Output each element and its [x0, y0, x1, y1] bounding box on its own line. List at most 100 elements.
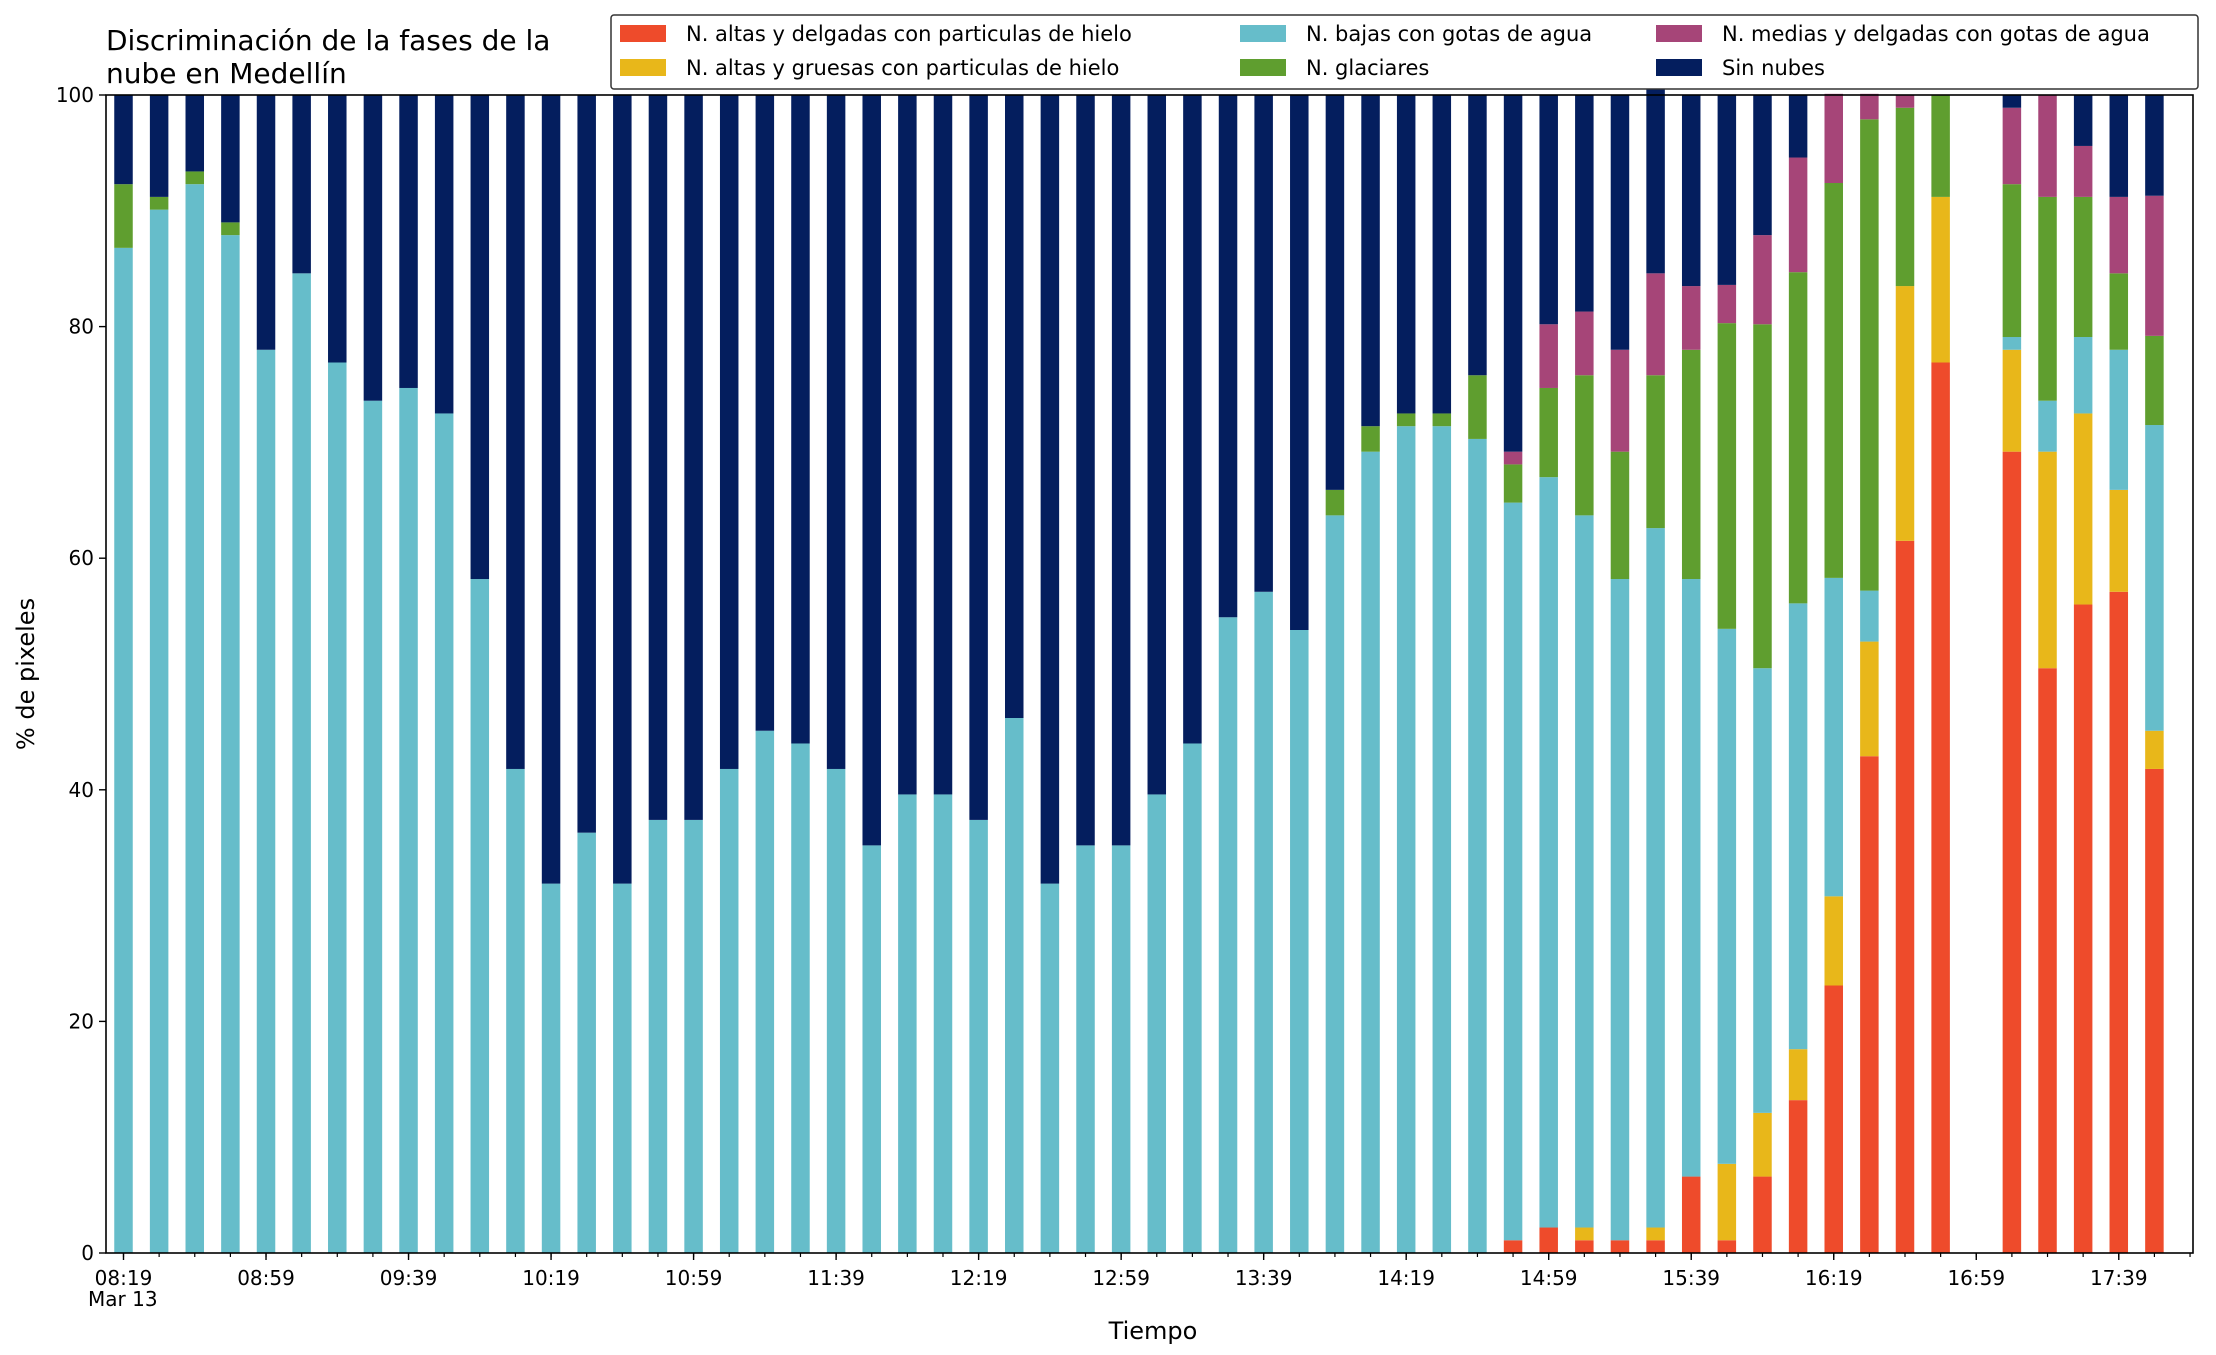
bar-segment: [1575, 1227, 1594, 1241]
bar-segment: [2109, 349, 2129, 490]
bar-segment: [862, 845, 881, 1253]
bar-segment: [1468, 438, 1487, 1253]
bar-segment: [1646, 1240, 1665, 1253]
y-tick-label: 20: [69, 1009, 94, 1033]
bar-segment: [2002, 451, 2022, 1253]
legend-box: [610, 14, 2199, 90]
bar-segment: [1895, 95, 1915, 108]
legend-swatch: [1240, 25, 1286, 42]
bar-segment: [149, 95, 169, 197]
bar-segment: [2109, 591, 2129, 1253]
bar-segment: [719, 95, 739, 769]
bar-segment: [1290, 630, 1309, 1253]
bar-segment: [1218, 95, 1238, 618]
bar-segment: [933, 95, 953, 795]
y-axis-label: % de pixeles: [12, 598, 40, 750]
bar-segment: [185, 95, 205, 172]
bar-segment: [1753, 1176, 1772, 1253]
bar-segment: [1610, 349, 1630, 452]
bar-segment: [506, 95, 525, 769]
bar-segment: [1788, 95, 1808, 158]
bar-segment: [2145, 425, 2164, 731]
bar-segment: [1005, 718, 1024, 1253]
bar-segment: [1717, 284, 1737, 324]
bar-segment: [684, 819, 703, 1253]
bar-segment: [1895, 107, 1915, 287]
x-axis-date-label: Mar 13: [88, 1287, 158, 1311]
bar-segment: [1681, 95, 1701, 287]
bar-segment: [363, 400, 383, 1254]
legend-label: N. medias y delgadas con gotas de agua: [1722, 22, 2150, 46]
bar-segment: [1503, 1240, 1523, 1253]
bar-segment: [114, 95, 133, 185]
x-tick-label: 10:59: [665, 1266, 723, 1290]
y-tick-label: 80: [69, 315, 94, 339]
bar-segment: [862, 95, 881, 846]
bar-segment: [1575, 375, 1594, 516]
bar-segment: [1717, 628, 1737, 1164]
bar-segment: [1575, 311, 1594, 376]
bar-segment: [2073, 95, 2093, 146]
bar-segment: [1325, 489, 1345, 516]
bar-segment: [1753, 1112, 1772, 1177]
bar-segment: [1539, 1227, 1558, 1253]
bar-segment: [1860, 119, 1879, 591]
bar-segment: [755, 95, 775, 731]
bar-segment: [1468, 375, 1487, 439]
bar-segment: [1646, 82, 1665, 274]
x-tick-label: 08:59: [237, 1266, 295, 1290]
bar-segment: [1147, 95, 1167, 795]
bar-segment: [2109, 95, 2129, 197]
bar-segment: [2038, 400, 2057, 452]
bar-segment: [1432, 426, 1452, 1253]
x-tick-label: 10:19: [522, 1266, 580, 1290]
bar-segment: [719, 768, 739, 1253]
bar-segment: [434, 413, 454, 1253]
y-tick-label: 40: [69, 778, 94, 802]
x-axis-label: Tiempo: [1108, 1317, 1198, 1345]
bar-segment: [1717, 95, 1737, 285]
bar-segment: [2145, 335, 2164, 426]
bar-segment: [1503, 464, 1523, 503]
bar-segment: [2038, 451, 2057, 669]
legend-swatch: [620, 59, 666, 76]
bar-segment: [221, 235, 240, 1253]
bar-segment: [2109, 273, 2129, 350]
bar-segment: [1503, 95, 1523, 452]
bar-segment: [149, 209, 169, 1253]
x-tick-label: 09:39: [380, 1266, 438, 1290]
bar-segment: [2038, 668, 2057, 1253]
bar-segment: [1824, 577, 1843, 897]
bar-segment: [577, 95, 596, 833]
bar-segment: [1396, 413, 1416, 427]
legend-label: N. bajas con gotas de agua: [1306, 22, 1592, 46]
bar-segment: [1895, 286, 1915, 541]
bar-segment: [1539, 324, 1558, 388]
bar-segment: [1610, 95, 1630, 350]
x-tick-label: 16:59: [1947, 1266, 2005, 1290]
legend-label: N. altas y gruesas con particulas de hie…: [686, 56, 1119, 80]
bar-segment: [1824, 896, 1843, 986]
bar-segment: [328, 95, 347, 363]
bar-segment: [1931, 95, 1950, 197]
legend-swatch: [1656, 25, 1702, 42]
bar-segment: [2073, 145, 2093, 197]
bar-segment: [1432, 95, 1452, 414]
bar-segment: [613, 883, 632, 1253]
bar-segment: [1753, 235, 1772, 325]
bar-segment: [2073, 196, 2093, 338]
x-tick-label: 11:39: [807, 1266, 865, 1290]
legend-swatch: [620, 25, 666, 42]
bar-segment: [1361, 426, 1380, 452]
bar-segment: [2145, 195, 2164, 336]
x-axis-ticks: 08:19 08:59 09:39 10:19 10:59 11:39 12:19 12:59…: [95, 1253, 2191, 1290]
bar-segment: [292, 95, 311, 274]
bar-segment: [1254, 95, 1273, 592]
bar-segment: [1396, 426, 1416, 1253]
legend-label: N. glaciares: [1306, 56, 1429, 80]
bar-segment: [1290, 95, 1309, 630]
bar-segment: [1860, 756, 1879, 1253]
bar-segment: [1717, 1163, 1737, 1241]
bar-segment: [1111, 845, 1131, 1253]
